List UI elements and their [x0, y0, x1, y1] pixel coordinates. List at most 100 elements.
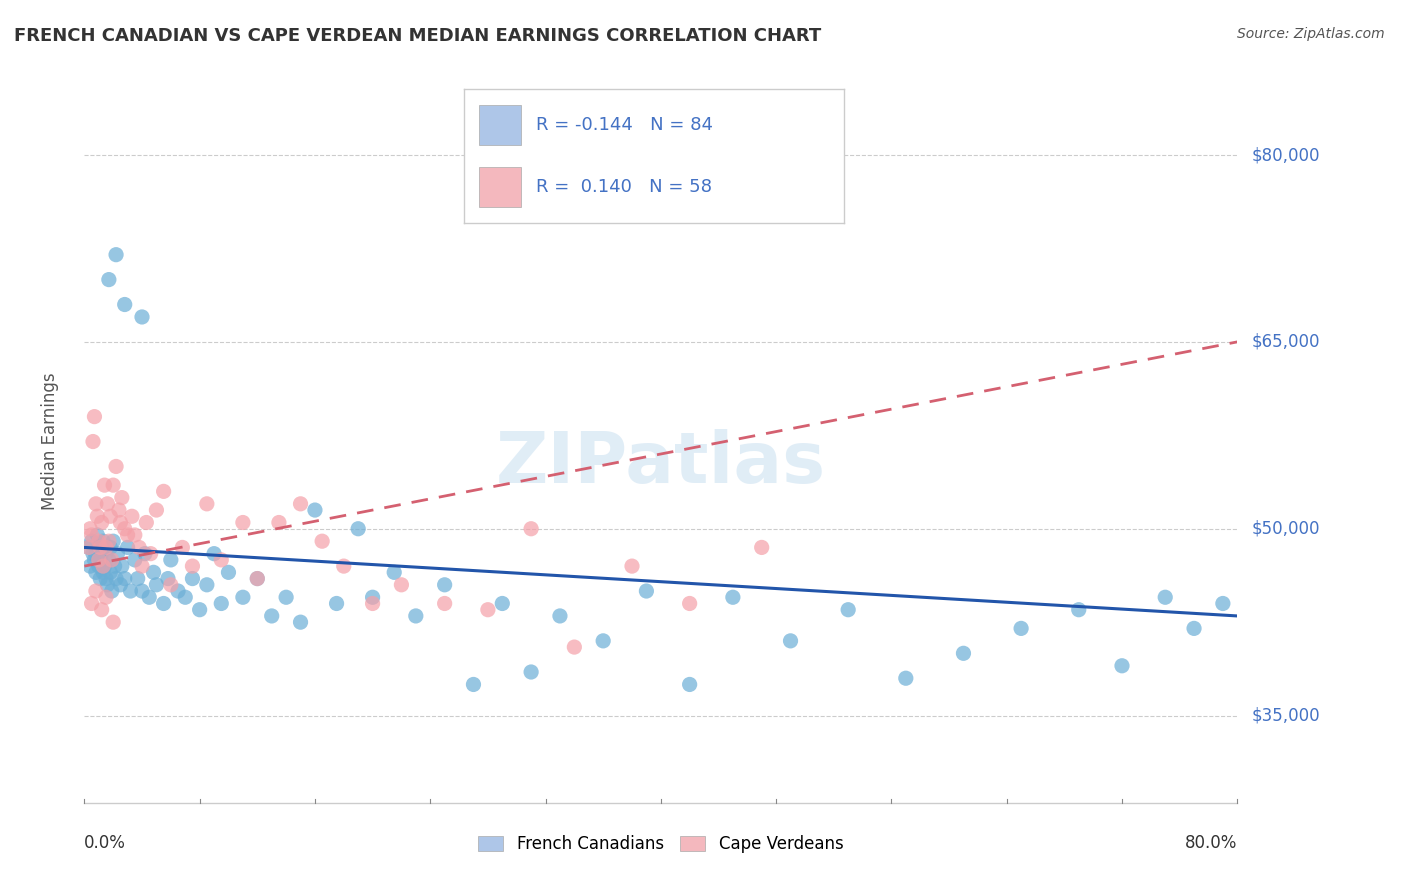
Point	[89, 541, 111, 555]
Legend: French Canadians, Cape Verdeans: French Canadians, Cape Verdeans	[471, 828, 851, 860]
Point	[100, 553, 122, 567]
Point	[721, 591, 744, 605]
Point	[894, 671, 917, 685]
Point	[491, 597, 513, 611]
Text: $35,000: $35,000	[1251, 706, 1320, 724]
Point	[97, 534, 120, 549]
Point	[94, 547, 117, 561]
Point	[276, 591, 298, 605]
Point	[548, 609, 571, 624]
Point	[114, 522, 136, 536]
Point	[679, 677, 702, 691]
Point	[174, 591, 197, 605]
Point	[82, 434, 104, 449]
Point	[94, 572, 117, 586]
Point	[105, 459, 128, 474]
Text: Source: ZipAtlas.com: Source: ZipAtlas.com	[1237, 27, 1385, 41]
Point	[90, 516, 112, 530]
Point	[592, 633, 614, 648]
Point	[91, 559, 114, 574]
Point	[114, 297, 136, 311]
Point	[117, 528, 139, 542]
Point	[98, 509, 121, 524]
Point	[195, 578, 218, 592]
Point	[114, 572, 136, 586]
Point	[79, 522, 101, 536]
Point	[361, 591, 384, 605]
Point	[520, 665, 543, 679]
Point	[108, 503, 131, 517]
Point	[304, 503, 326, 517]
Point	[1182, 621, 1205, 635]
Point	[97, 272, 120, 286]
Text: R =  0.140   N = 58: R = 0.140 N = 58	[536, 178, 711, 196]
Point	[202, 547, 225, 561]
Bar	[479, 105, 520, 145]
Point	[89, 553, 111, 567]
Point	[433, 578, 456, 592]
Point	[142, 566, 165, 580]
Point	[134, 547, 156, 561]
Point	[82, 547, 104, 561]
Point	[117, 541, 139, 555]
Point	[679, 597, 702, 611]
Point	[181, 559, 204, 574]
Point	[145, 503, 167, 517]
Point	[96, 578, 118, 592]
Point	[93, 559, 115, 574]
Point	[124, 528, 146, 542]
Point	[636, 584, 658, 599]
Point	[260, 609, 283, 624]
Point	[405, 609, 427, 624]
Point	[232, 516, 254, 530]
Point	[463, 677, 485, 691]
Point	[131, 584, 153, 599]
Point	[135, 516, 157, 530]
Point	[110, 516, 132, 530]
Point	[131, 559, 153, 574]
Point	[84, 566, 107, 580]
Point	[391, 578, 413, 592]
Point	[83, 553, 105, 567]
Point	[232, 591, 254, 605]
Point	[96, 497, 118, 511]
Point	[80, 534, 103, 549]
Point	[156, 572, 179, 586]
Point	[105, 248, 128, 262]
Point	[952, 646, 974, 660]
Point	[110, 578, 132, 592]
Point	[127, 572, 149, 586]
Point	[105, 572, 128, 586]
Point	[80, 597, 103, 611]
Point	[124, 553, 146, 567]
Point	[267, 516, 290, 530]
Point	[195, 497, 218, 511]
Text: $80,000: $80,000	[1251, 146, 1320, 164]
Point	[103, 615, 124, 630]
Text: 0.0%: 0.0%	[84, 834, 127, 852]
Point	[181, 572, 204, 586]
Point	[361, 597, 384, 611]
Point	[1067, 603, 1090, 617]
Point	[139, 547, 162, 561]
Point	[837, 603, 859, 617]
Text: Median Earnings: Median Earnings	[41, 373, 59, 510]
Point	[131, 310, 153, 324]
Point	[97, 553, 120, 567]
Point	[1154, 591, 1177, 605]
Point	[91, 566, 114, 580]
Point	[290, 497, 312, 511]
Point	[121, 509, 143, 524]
Point	[347, 522, 370, 536]
Point	[477, 603, 499, 617]
Point	[1010, 621, 1032, 635]
Point	[172, 541, 194, 555]
Point	[107, 547, 129, 561]
Point	[90, 547, 112, 561]
Point	[103, 534, 124, 549]
Point	[84, 497, 107, 511]
Point	[84, 547, 107, 561]
Point	[91, 534, 114, 549]
Point	[382, 566, 405, 580]
Point	[93, 478, 115, 492]
